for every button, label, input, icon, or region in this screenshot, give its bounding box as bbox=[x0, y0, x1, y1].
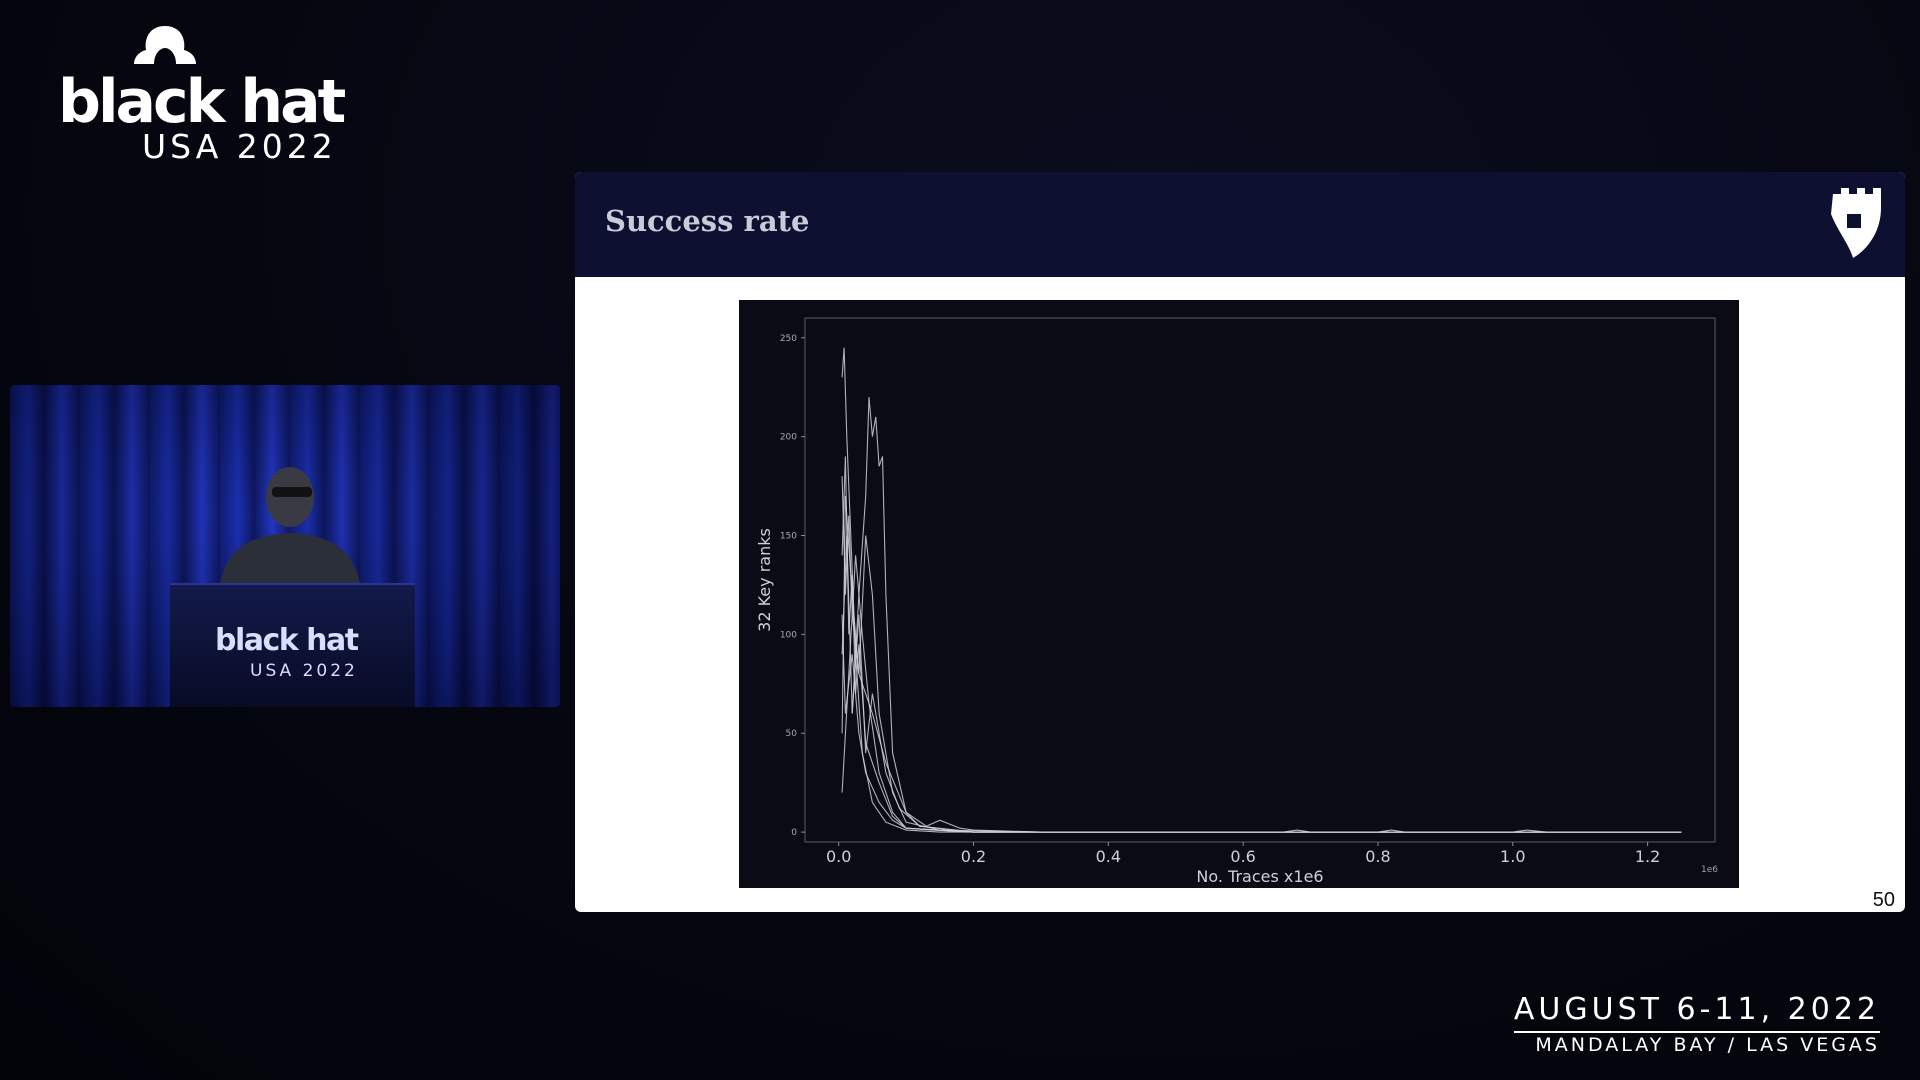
speaker-figure bbox=[220, 467, 360, 585]
podium: black hat USA 2022 bbox=[170, 583, 415, 707]
y-tick-label: 200 bbox=[780, 433, 797, 443]
success-rate-chart: 0 50 100 150 200 250 0.0 0.2 0.4 0.6 0.8 1.0 1.2 32… bbox=[739, 300, 1739, 888]
presentation-slide: Success rate 0 50 100 150 200 250 0.0 0.2 0.4 0.… bbox=[575, 172, 1905, 912]
castle-shield-icon bbox=[1831, 188, 1881, 258]
event-dates: AUGUST 6-11, 2022 bbox=[1513, 992, 1880, 1033]
blackhat-hat-icon bbox=[134, 26, 196, 64]
x-axis-offset-label: 1e6 bbox=[1701, 865, 1718, 875]
blackhat-subtitle: USA 2022 bbox=[142, 127, 337, 166]
key-rank-trace-7 bbox=[841, 555, 1682, 833]
y-tick-label: 250 bbox=[780, 334, 797, 344]
y-axis-label: 32 Key ranks bbox=[755, 528, 774, 632]
speaker-video-feed: black hat USA 2022 bbox=[10, 385, 560, 707]
podium-logo-word: black hat bbox=[215, 623, 359, 658]
key-rank-trace-4 bbox=[841, 456, 1682, 833]
key-rank-trace-2 bbox=[841, 476, 1682, 833]
key-rank-trace-6 bbox=[841, 495, 1682, 833]
blackhat-wordmark: black hat bbox=[58, 67, 346, 137]
key-rank-trace-8 bbox=[841, 614, 1682, 833]
blackhat-logo: black hat USA 2022 bbox=[58, 24, 398, 166]
event-venue: MANDALAY BAY / LAS VEGAS bbox=[1535, 1034, 1880, 1056]
y-tick-label: 50 bbox=[786, 729, 798, 739]
key-rank-trace-1 bbox=[841, 347, 1682, 833]
slide-title: Success rate bbox=[605, 204, 810, 238]
slide-header: Success rate bbox=[575, 172, 1905, 277]
x-axis-label: No. Traces x1e6 bbox=[1196, 867, 1323, 886]
plot-area-border bbox=[804, 317, 1716, 843]
y-tick-label: 150 bbox=[780, 532, 797, 542]
chart-svg: 0 50 100 150 200 250 0.0 0.2 0.4 0.6 0.8 1.0 1.2 32… bbox=[755, 317, 1718, 886]
y-tick-label: 0 bbox=[791, 828, 797, 838]
x-tick-label: 0.8 bbox=[1365, 847, 1390, 866]
key-rank-trace-3 bbox=[851, 397, 1682, 833]
slide-page-number: 50 bbox=[1872, 889, 1895, 911]
x-tick-label: 1.2 bbox=[1635, 847, 1660, 866]
x-tick-label: 0.6 bbox=[1230, 847, 1255, 866]
x-tick-label: 0.4 bbox=[1096, 847, 1121, 866]
key-rank-trace-5 bbox=[841, 535, 1682, 833]
podium-logo-sub: USA 2022 bbox=[250, 661, 358, 681]
x-tick-label: 0.0 bbox=[826, 847, 851, 866]
x-tick-label: 1.0 bbox=[1500, 847, 1525, 866]
x-tick-label: 0.2 bbox=[961, 847, 986, 866]
y-tick-label: 100 bbox=[780, 630, 797, 640]
